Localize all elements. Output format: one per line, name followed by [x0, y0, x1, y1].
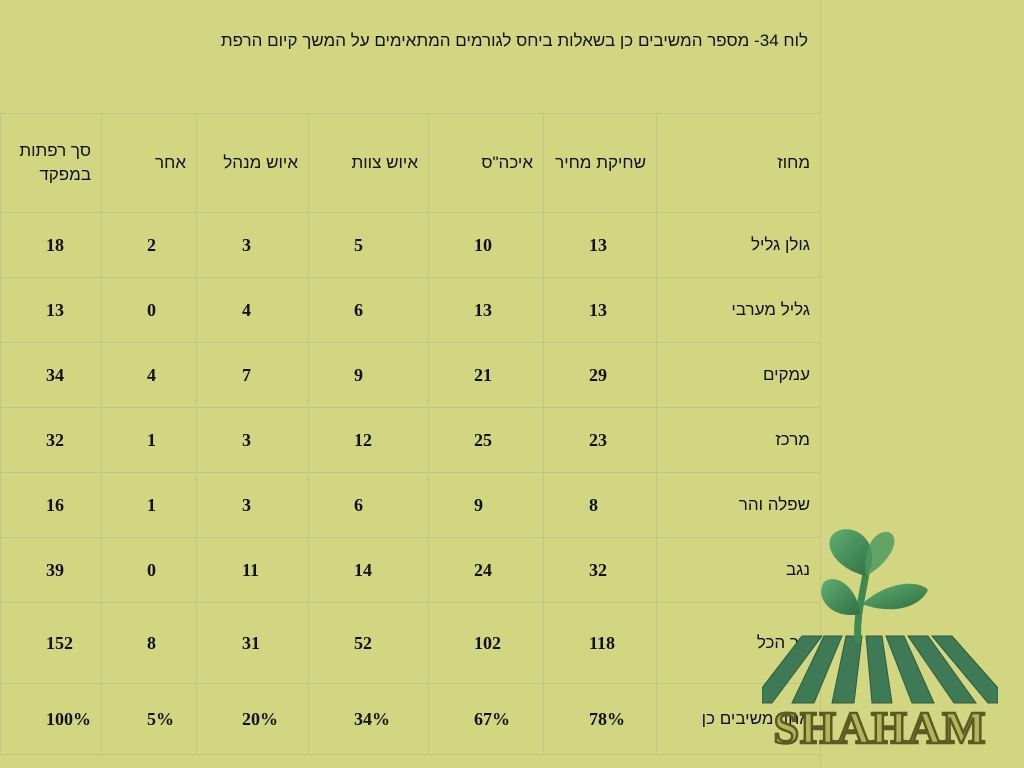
- value-cell: 32: [0, 407, 102, 473]
- value-cell: 3: [196, 472, 309, 538]
- value-cell: 8: [543, 472, 657, 538]
- value-cell: 5: [308, 212, 429, 278]
- total-value-cell: 102: [428, 602, 544, 684]
- header-price-erosion: שחיקת מחיר: [543, 113, 657, 213]
- value-cell: 39: [0, 537, 102, 603]
- value-cell: 9: [428, 472, 544, 538]
- value-cell: 3: [196, 407, 309, 473]
- region-cell: גולן גליל: [656, 212, 821, 278]
- table-row: גליל מערבי 13 13 6 4 0 13: [0, 277, 821, 343]
- region-cell: עמקים: [656, 342, 821, 408]
- header-region: מחוז: [656, 113, 821, 213]
- table-total-row: סך הכל 118 102 52 31 8 152: [0, 602, 821, 684]
- value-cell: 1: [101, 472, 197, 538]
- percent-label-cell: אחוז משיבים כן: [656, 683, 821, 755]
- region-cell: נגב: [656, 537, 821, 603]
- region-cell: גליל מערבי: [656, 277, 821, 343]
- value-cell: 0: [101, 537, 197, 603]
- value-cell: 25: [428, 407, 544, 473]
- value-cell: 10: [428, 212, 544, 278]
- table-row: נגב 32 24 14 11 0 39: [0, 537, 821, 603]
- percent-value-cell: 20%: [196, 683, 309, 755]
- value-cell: 24: [428, 537, 544, 603]
- header-staffing: איוש צוות: [308, 113, 429, 213]
- value-cell: 13: [428, 277, 544, 343]
- value-cell: 11: [196, 537, 309, 603]
- responses-table: מחוז שחיקת מחיר איכה"ס איוש צוות איוש מנ…: [0, 113, 821, 755]
- header-other: אחר: [101, 113, 197, 213]
- value-cell: 13: [543, 277, 657, 343]
- logo-wordmark: SHAHAM: [774, 702, 987, 752]
- value-cell: 7: [196, 342, 309, 408]
- value-cell: 6: [308, 472, 429, 538]
- percent-value-cell: 100%: [0, 683, 102, 755]
- value-cell: 4: [196, 277, 309, 343]
- table-row: עמקים 29 21 9 7 4 34: [0, 342, 821, 408]
- value-cell: 1: [101, 407, 197, 473]
- header-manager: איוש מנהל: [196, 113, 309, 213]
- value-cell: 0: [101, 277, 197, 343]
- header-total-farms: סך רפתות במפקד: [0, 113, 102, 213]
- total-value-cell: 8: [101, 602, 197, 684]
- table-row: שפלה והר 8 9 6 3 1 16: [0, 472, 821, 538]
- value-cell: 32: [543, 537, 657, 603]
- value-cell: 13: [0, 277, 102, 343]
- value-cell: 12: [308, 407, 429, 473]
- value-cell: 2: [101, 212, 197, 278]
- percent-value-cell: 78%: [543, 683, 657, 755]
- table-frame: [820, 0, 821, 768]
- percent-value-cell: 67%: [428, 683, 544, 755]
- region-cell: מרכז: [656, 407, 821, 473]
- value-cell: 18: [0, 212, 102, 278]
- percent-value-cell: 5%: [101, 683, 197, 755]
- value-cell: 4: [101, 342, 197, 408]
- table-row: גולן גליל 13 10 5 3 2 18: [0, 212, 821, 278]
- value-cell: 23: [543, 407, 657, 473]
- value-cell: 16: [0, 472, 102, 538]
- table-title: לוח 34- מספר המשיבים כן בשאלות ביחס לגור…: [220, 31, 808, 50]
- value-cell: 29: [543, 342, 657, 408]
- value-cell: 9: [308, 342, 429, 408]
- table-row: מרכז 23 25 12 3 1 32: [0, 407, 821, 473]
- total-value-cell: 52: [308, 602, 429, 684]
- value-cell: 14: [308, 537, 429, 603]
- table-percent-row: אחוז משיבים כן 78% 67% 34% 20% 5% 100%: [0, 683, 821, 755]
- sprout-logo-icon: [762, 529, 998, 704]
- value-cell: 34: [0, 342, 102, 408]
- total-value-cell: 118: [543, 602, 657, 684]
- header-quality: איכה"ס: [428, 113, 544, 213]
- value-cell: 13: [543, 212, 657, 278]
- total-value-cell: 152: [0, 602, 102, 684]
- value-cell: 21: [428, 342, 544, 408]
- value-cell: 3: [196, 212, 309, 278]
- region-cell: שפלה והר: [656, 472, 821, 538]
- value-cell: 6: [308, 277, 429, 343]
- percent-value-cell: 34%: [308, 683, 429, 755]
- total-value-cell: 31: [196, 602, 309, 684]
- shaham-logo-text: SHAHAM: [772, 701, 987, 752]
- table-header-row: מחוז שחיקת מחיר איכה"ס איוש צוות איוש מנ…: [0, 113, 821, 213]
